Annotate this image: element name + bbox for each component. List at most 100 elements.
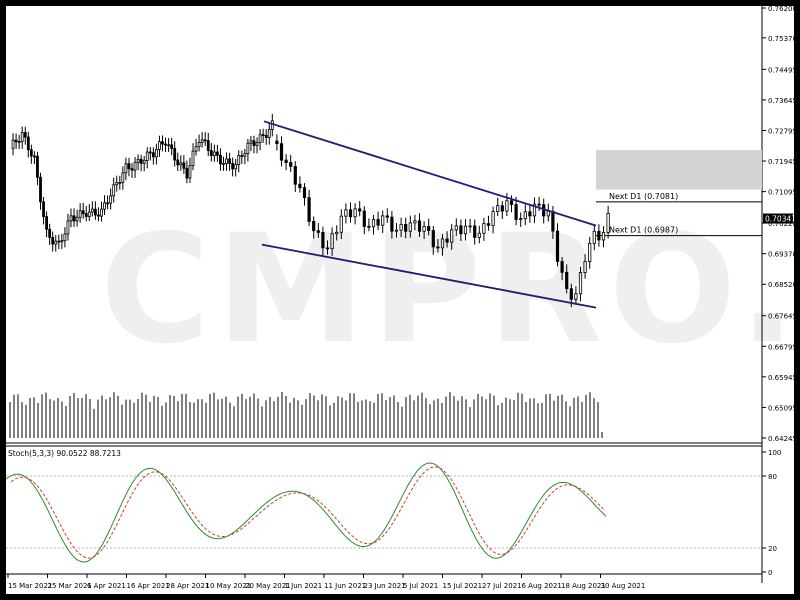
bear-candle [293,166,297,185]
bear-candle [97,214,100,217]
bear-candle [182,162,186,169]
bull-candle [243,153,247,157]
bull-candle [90,208,94,213]
bull-candle [246,142,250,155]
bear-candle [486,223,491,226]
bull-candle [63,233,67,241]
bull-candle [491,211,495,226]
bear-candle [404,224,408,232]
bear-candle [279,143,284,161]
bull-candle [578,272,583,295]
bear-candle [500,205,504,212]
bull-candle [75,216,79,222]
bear-candle [106,202,109,205]
bull-candle [78,210,82,218]
bear-candle [51,236,55,245]
bear-candle [252,140,256,146]
stoch-main-line [5,462,607,563]
bull-candle [154,149,158,158]
current-price-label: 0.70347 [765,215,794,224]
bull-candle [344,209,348,217]
bear-candle [551,210,555,232]
bear-candle [597,230,601,241]
bull-candle [255,142,259,146]
next-d1-level-label: Next D1 (0.7081) [609,192,678,201]
bear-candle [362,210,366,227]
bear-candle [427,226,431,231]
price-tick-label: 0.73645 [768,97,794,105]
price-tick-label: 0.66795 [768,343,794,351]
bear-candle [130,168,134,171]
bull-candle [188,165,192,179]
bull-candle [592,230,596,244]
time-tick-label: 27 Jul 2021 [482,582,522,590]
bear-candle [284,159,288,163]
bull-candle [87,211,91,217]
bear-candle [569,288,573,300]
bear-candle [231,163,235,170]
bear-candle [170,144,174,149]
bear-candle [173,148,177,161]
wedge-upper-line [263,120,597,227]
bear-candle [39,176,42,203]
bear-candle [240,155,244,157]
bull-candle [468,225,472,228]
bull-candle [197,142,201,148]
bull-candle [20,132,24,142]
bear-candle [219,154,222,165]
bull-candle [546,210,550,217]
time-tick-label: 10 May 2021 [206,582,252,590]
bull-candle [225,158,228,164]
time-tick-label: 15 Mar 2021 [8,582,52,590]
bull-candle [381,215,385,226]
price-tick-label: 0.71095 [768,189,794,197]
bear-candle [57,240,61,243]
bear-candle [459,225,463,235]
stoch-tick-label: 20 [768,545,777,553]
bull-candle [267,128,271,138]
price-chart[interactable]: Next D1 (0.7081) Next D1 (0.6987) 0.7620 0… [5,5,797,594]
bear-candle [528,211,532,217]
bull-candle [505,200,509,212]
bull-candle [124,163,128,174]
bull-candle [440,238,445,249]
bear-candle [560,261,564,273]
price-tick-label: 0.65945 [768,374,794,382]
bull-candle [167,144,171,147]
time-tick-label: 5 Jul 2021 [403,582,438,590]
bear-candle [307,197,311,222]
bull-candle [413,220,417,224]
bear-candle [537,203,541,206]
bull-candle [454,225,458,231]
bear-candle [164,143,167,146]
bear-candle [81,210,85,215]
bull-candle [222,163,225,165]
bear-candle [445,238,449,243]
time-tick-label: 15 Jul 2021 [443,582,483,590]
time-tick-label: 25 Mar 2021 [48,582,92,590]
bull-candle [335,231,339,235]
bear-candle [261,134,265,137]
stoch-tick-label: 100 [768,449,781,457]
resistance-zone [596,150,762,190]
bear-candle [509,200,514,205]
bull-candle [69,215,73,222]
bull-candle [11,139,15,149]
current-price-marker: 0.70347 [763,213,796,224]
bull-candle [103,202,106,210]
time-tick-label: 11 Jun 2021 [324,582,366,590]
bull-candle [60,240,64,243]
bear-candle [127,163,131,170]
bear-candle [302,187,307,199]
bull-candle [136,158,140,163]
bull-candle [237,155,241,165]
bear-candle [36,155,39,178]
chart-panel: Next D1 (0.7081) Next D1 (0.6987) 0.7620 0… [5,5,797,594]
bear-candle [206,140,210,151]
bear-candle [72,215,76,222]
bear-candle [151,152,155,158]
bear-candle [185,167,189,179]
